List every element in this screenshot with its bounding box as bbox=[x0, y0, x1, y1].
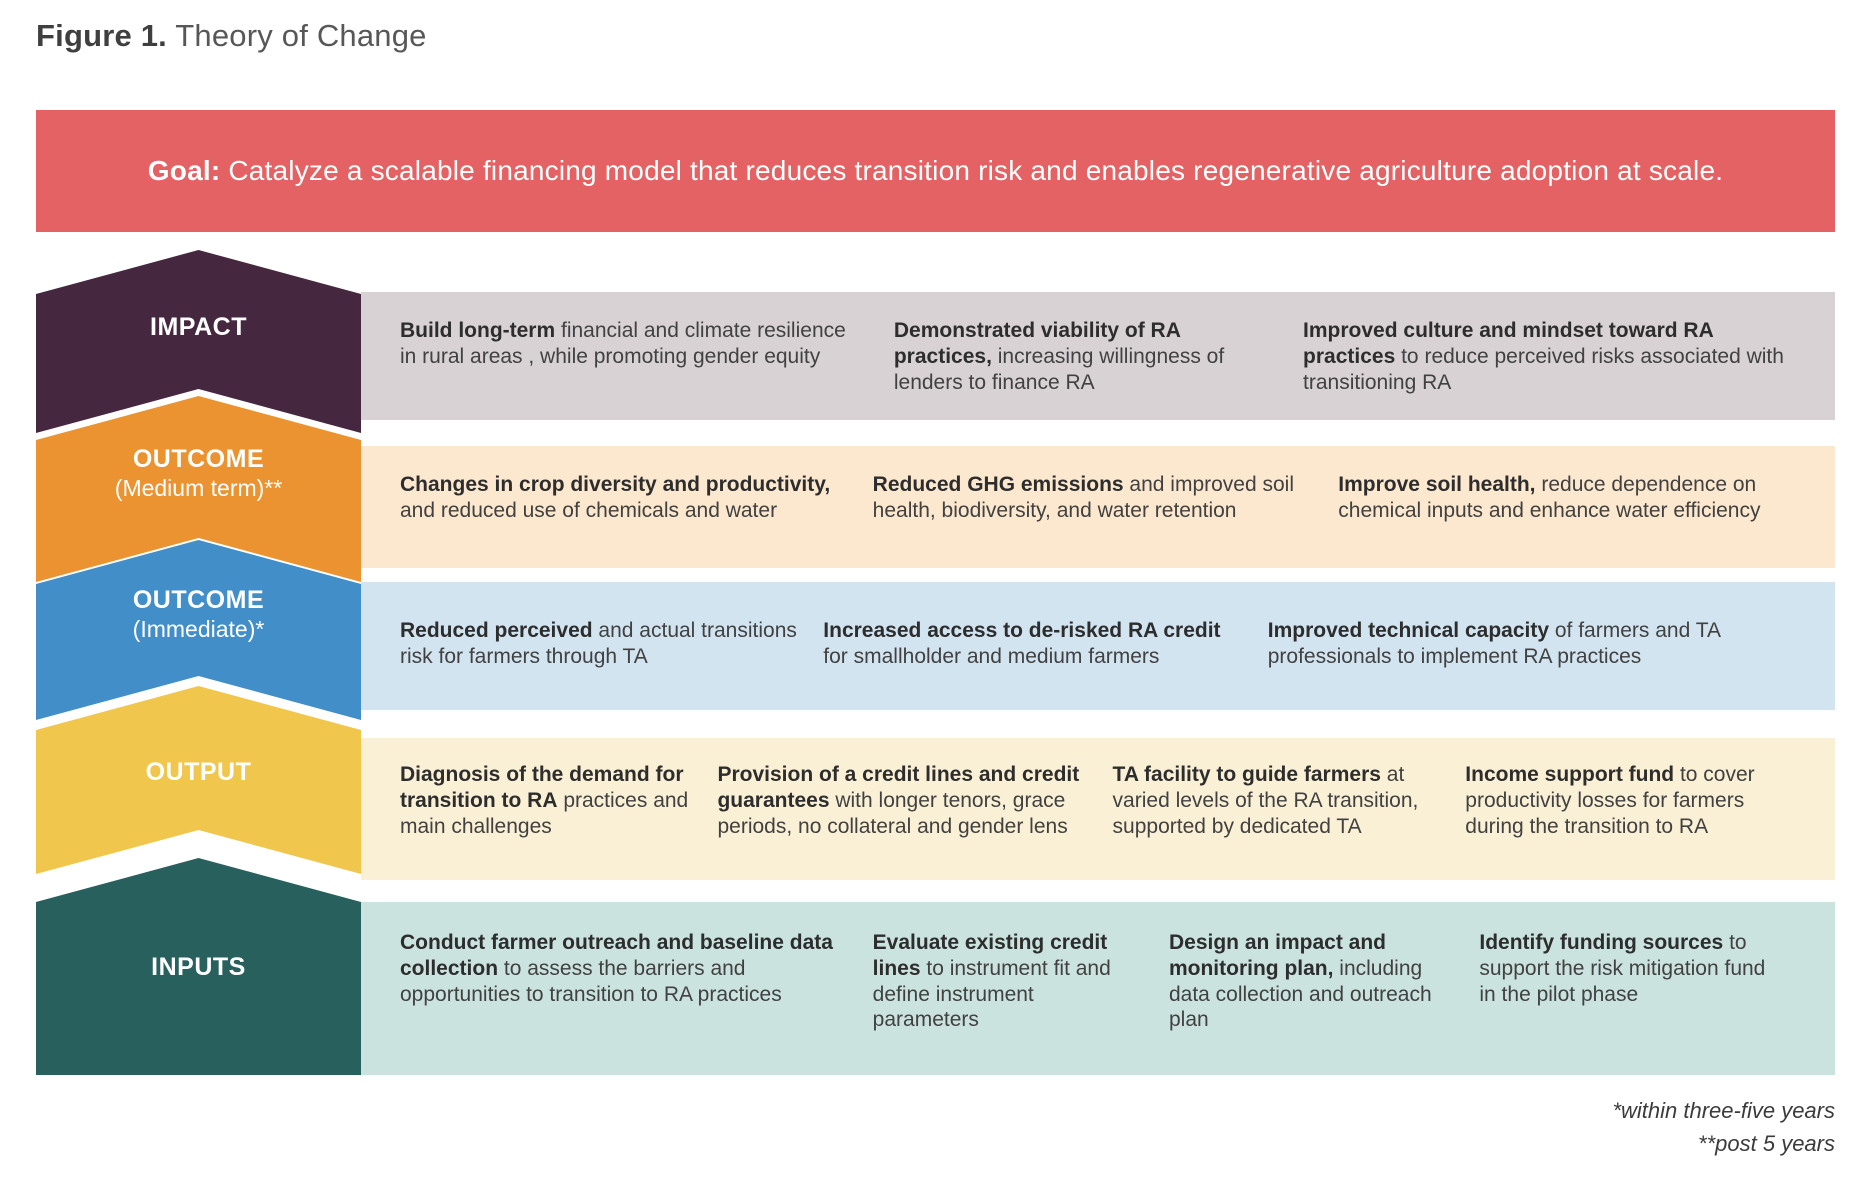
impact-cell-3: Improved culture and mindset toward RA p… bbox=[1303, 319, 1784, 394]
band-inputs: Conduct farmer outreach and baseline dat… bbox=[361, 902, 1835, 1075]
band-outcome-medium: Changes in crop diversity and productivi… bbox=[361, 446, 1835, 568]
figure-title: Figure 1. Theory of Change bbox=[36, 18, 427, 54]
output-cell-3: TA facility to guide farmers at varied l… bbox=[1112, 763, 1419, 838]
outcome-immediate-cell-1: Reduced perceived and actual transitions… bbox=[400, 619, 797, 668]
band-outcome-immediate: Reduced perceived and actual transitions… bbox=[361, 582, 1835, 710]
impact-cell-1: Build long-term financial and climate re… bbox=[400, 319, 846, 368]
chevron-outcome-immediate-label: OUTCOME bbox=[132, 586, 265, 615]
chevron-outcome-medium-sublabel: (Medium term)** bbox=[114, 475, 283, 502]
output-cell-1: Diagnosis of the demand for transition t… bbox=[400, 763, 689, 838]
inputs-cell-2: Evaluate existing credit lines to instru… bbox=[872, 931, 1111, 1032]
inputs-cell-1: Conduct farmer outreach and baseline dat… bbox=[400, 931, 833, 1006]
inputs-cell-4: Identify funding sources to support the … bbox=[1479, 931, 1766, 1006]
outcome-medium-cell-1: Changes in crop diversity and productivi… bbox=[400, 473, 831, 522]
band-output: Diagnosis of the demand for transition t… bbox=[361, 738, 1835, 880]
outcome-immediate-cell-2: Increased access to de-risked RA credit … bbox=[823, 619, 1221, 668]
figure-name: Theory of Change bbox=[167, 18, 427, 53]
chevron-output: OUTPUT bbox=[36, 686, 361, 874]
outcome-immediate-cell-3: Improved technical capacity of farmers a… bbox=[1267, 619, 1720, 668]
footnotes: *within three-five years **post 5 years bbox=[1612, 1094, 1835, 1160]
chevron-outcome-medium-label: OUTCOME bbox=[132, 445, 265, 474]
chevron-inputs-label: INPUTS bbox=[151, 952, 246, 981]
goal-label: Goal: bbox=[147, 155, 221, 186]
chevron-impact-label: IMPACT bbox=[150, 312, 247, 341]
impact-cell-2: Demonstrated viability of RA practices, … bbox=[893, 319, 1225, 394]
chevron-inputs: INPUTS bbox=[36, 858, 361, 1075]
goal-statement: Catalyze a scalable financing model that… bbox=[220, 155, 1724, 186]
output-cell-4: Income support fund to cover productivit… bbox=[1465, 763, 1755, 838]
output-cell-2: Provision of a credit lines and credit g… bbox=[717, 763, 1080, 838]
chevron-outcome-immediate-sublabel: (Immediate)* bbox=[132, 616, 265, 643]
footnote-1: *within three-five years bbox=[1612, 1098, 1835, 1123]
goal-banner: Goal: Catalyze a scalable financing mode… bbox=[36, 110, 1835, 232]
outcome-medium-cell-3: Improve soil health, reduce dependence o… bbox=[1338, 473, 1761, 522]
figure-number: Figure 1. bbox=[36, 18, 167, 53]
footnote-2: **post 5 years bbox=[1698, 1131, 1835, 1156]
goal-text: Goal: Catalyze a scalable financing mode… bbox=[118, 155, 1753, 187]
chevron-output-label: OUTPUT bbox=[145, 758, 252, 786]
inputs-cell-3: Design an impact and monitoring plan, in… bbox=[1168, 931, 1432, 1032]
band-impact: Build long-term financial and climate re… bbox=[361, 292, 1835, 420]
outcome-medium-cell-2: Reduced GHG emissions and improved soil … bbox=[872, 473, 1294, 522]
